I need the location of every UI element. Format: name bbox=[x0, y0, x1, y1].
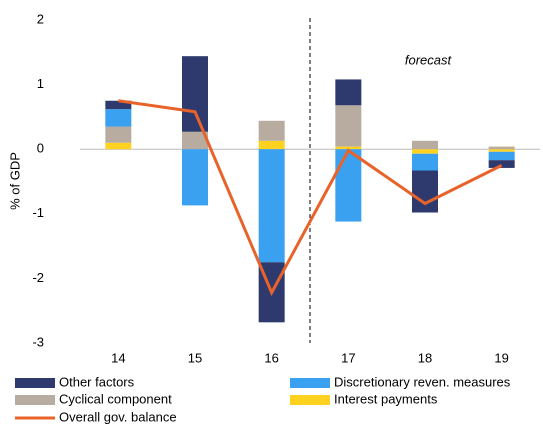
legend-swatch bbox=[290, 395, 330, 405]
legend-label: Discretionary reven. measures bbox=[334, 374, 511, 389]
bar-segment bbox=[335, 146, 362, 150]
x-tick-label: 14 bbox=[111, 350, 125, 365]
bar-segment bbox=[412, 140, 438, 150]
bar-segment bbox=[412, 149, 438, 154]
legend-label: Interest payments bbox=[334, 391, 438, 406]
y-tick-label: 0 bbox=[37, 141, 44, 156]
bar-segment bbox=[182, 149, 208, 206]
bar-segment bbox=[182, 131, 208, 150]
bar-segment bbox=[412, 170, 438, 213]
y-axis-label: % of GDP bbox=[7, 152, 22, 210]
bar-segment bbox=[335, 149, 362, 222]
legend-label: Overall gov. balance bbox=[59, 409, 177, 424]
bar-segment bbox=[412, 153, 438, 171]
x-tick-label: 17 bbox=[341, 350, 355, 365]
legend-swatch bbox=[290, 378, 330, 388]
bar-segment bbox=[105, 109, 132, 127]
bar-segment bbox=[488, 146, 515, 150]
forecast-label: forecast bbox=[405, 52, 453, 67]
bar-segment bbox=[488, 160, 515, 168]
bar-segment bbox=[335, 105, 362, 147]
bar-segment bbox=[105, 126, 132, 143]
bar-segment bbox=[105, 100, 132, 110]
bar-segment bbox=[335, 79, 362, 106]
bar-segment bbox=[258, 149, 285, 263]
bar-segment bbox=[105, 142, 132, 150]
y-tick-label: -1 bbox=[32, 205, 44, 220]
bar-segment bbox=[182, 56, 208, 132]
y-tick-label: 2 bbox=[37, 11, 44, 26]
legend-label: Other factors bbox=[59, 374, 135, 389]
bar-segment bbox=[258, 140, 285, 150]
x-tick-label: 16 bbox=[264, 350, 278, 365]
bar-segment bbox=[258, 120, 285, 141]
x-tick-label: 15 bbox=[188, 350, 202, 365]
legend-swatch bbox=[15, 395, 55, 405]
y-tick-label: 1 bbox=[37, 76, 44, 91]
balance-line bbox=[118, 99, 503, 297]
x-tick-label: 19 bbox=[494, 350, 508, 365]
bar-segment bbox=[488, 149, 515, 152]
y-tick-label: -3 bbox=[32, 334, 44, 349]
bar-segment bbox=[488, 151, 515, 161]
legend-label: Cyclical component bbox=[59, 391, 172, 406]
x-tick-label: 18 bbox=[418, 350, 432, 365]
legend-swatch bbox=[15, 378, 55, 388]
y-tick-label: -2 bbox=[32, 270, 44, 285]
